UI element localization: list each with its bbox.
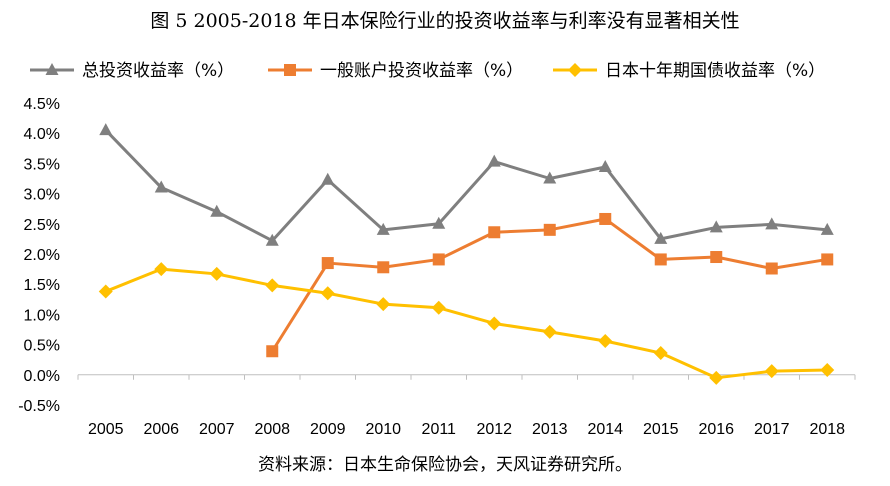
- series-1: [99, 123, 834, 246]
- y-tick-label: 4.5%: [24, 96, 60, 113]
- x-tick-label: 2011: [422, 421, 457, 438]
- x-tick-label: 2005: [88, 421, 124, 438]
- data-point: [98, 284, 113, 299]
- data-point: [487, 154, 501, 167]
- data-point: [154, 180, 168, 193]
- data-point: [709, 220, 723, 233]
- data-point: [765, 217, 779, 230]
- legend-label: 总投资收益率（%）: [82, 61, 234, 81]
- x-tick-label: 2018: [809, 421, 845, 438]
- data-point: [654, 253, 667, 266]
- data-point: [431, 300, 446, 315]
- series-line: [105, 267, 828, 380]
- data-point: [376, 222, 390, 235]
- data-point: [543, 223, 556, 236]
- data-point: [487, 316, 502, 331]
- legend-marker: [568, 63, 582, 77]
- legend-marker: [284, 64, 296, 76]
- legend-item: 一般账户投资收益率（%）: [268, 61, 523, 81]
- legend-label: 日本十年期国债收益率（%）: [605, 61, 825, 81]
- data-point: [820, 362, 835, 377]
- data-point: [821, 253, 834, 266]
- series-group: [98, 123, 835, 385]
- data-point: [488, 226, 501, 239]
- y-tick-label: 4.0%: [24, 126, 60, 143]
- legend-label: 一般账户投资收益率（%）: [320, 61, 523, 81]
- y-axis: -0.5% 0.0% 0.5% 1.0% 1.5% 2.0% 2.5% 3.0% 3.5% 4.0…: [18, 96, 60, 415]
- data-point: [599, 212, 612, 225]
- data-point: [543, 171, 557, 184]
- data-point: [265, 278, 280, 293]
- y-tick-label: 3.0%: [24, 187, 60, 204]
- legend-marker: [45, 63, 59, 75]
- data-point: [598, 333, 613, 348]
- x-axis: 2005 2006 2007 2008 2009 2010 2011 2012 2013 2014…: [77, 374, 856, 438]
- y-tick-label: 1.5%: [24, 277, 60, 294]
- x-tick-label: 2009: [310, 421, 346, 438]
- data-point: [765, 262, 778, 275]
- legend-item: 日本十年期国债收益率（%）: [553, 61, 825, 81]
- x-tick-label: 2016: [698, 421, 734, 438]
- data-point: [432, 253, 445, 266]
- x-tick-label: 2015: [643, 421, 679, 438]
- data-point: [598, 160, 612, 173]
- x-tick-label: 2013: [532, 421, 568, 438]
- data-point: [320, 286, 335, 301]
- series-3: [98, 262, 835, 385]
- data-point: [99, 123, 113, 136]
- chart-title: 图 5 2005-2018 年日本保险行业的投资收益率与利率没有显著相关性: [150, 10, 740, 32]
- data-point: [321, 257, 334, 270]
- x-tick-label: 2014: [587, 421, 623, 438]
- data-point: [542, 324, 557, 339]
- data-point: [653, 346, 668, 361]
- y-tick-label: 2.5%: [24, 217, 60, 234]
- data-point: [266, 345, 279, 358]
- data-point: [265, 233, 279, 246]
- data-point: [321, 172, 335, 185]
- x-tick-label: 2017: [754, 421, 790, 438]
- legend: 总投资收益率（%） 一般账户投资收益率（%） 日本十年期国债收益率（%）: [30, 61, 825, 81]
- data-point: [764, 364, 779, 379]
- data-point: [654, 231, 668, 244]
- x-tick-label: 2007: [199, 421, 235, 438]
- x-tick-label: 2006: [143, 421, 179, 438]
- series-line: [104, 129, 828, 243]
- y-tick-label: 1.0%: [24, 307, 60, 324]
- source-note: 资料来源：日本生命保险协会，天风证券研究所。: [258, 455, 632, 475]
- y-tick-label: 0.5%: [24, 338, 60, 355]
- data-point: [210, 204, 224, 217]
- x-tick-label: 2008: [254, 421, 290, 438]
- y-tick-label: 2.0%: [24, 247, 60, 264]
- data-point: [709, 370, 724, 385]
- data-point: [376, 297, 391, 312]
- y-tick-label: 3.5%: [24, 156, 60, 173]
- series-2: [266, 212, 834, 358]
- data-point: [209, 266, 224, 281]
- data-point: [820, 222, 834, 235]
- y-tick-label: -0.5%: [18, 398, 60, 415]
- data-point: [710, 251, 723, 264]
- x-tick-label: 2012: [476, 421, 512, 438]
- x-tick-label: 2010: [365, 421, 401, 438]
- data-point: [377, 261, 390, 274]
- y-tick-label: 0.0%: [24, 368, 60, 385]
- data-point: [154, 262, 169, 277]
- legend-item: 总投资收益率（%）: [30, 61, 234, 81]
- data-point: [432, 216, 446, 229]
